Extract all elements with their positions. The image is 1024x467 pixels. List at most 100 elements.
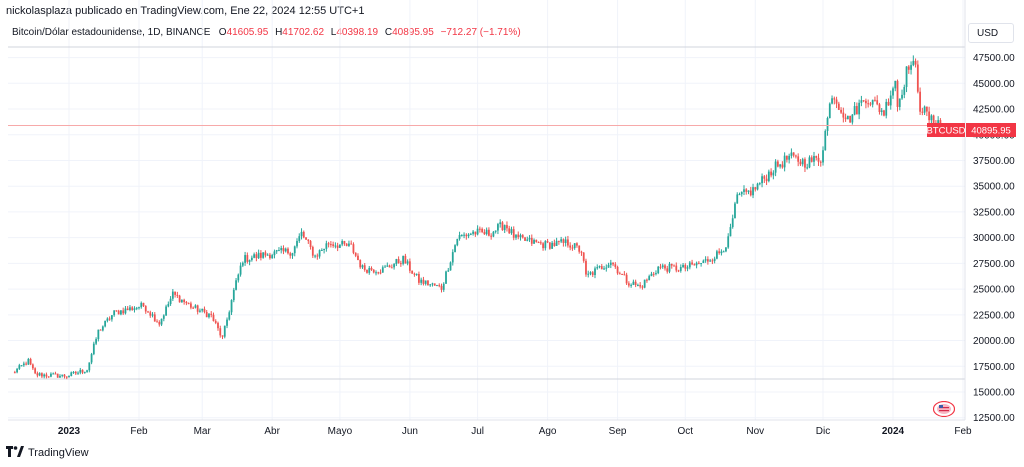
- candle-body: [147, 311, 149, 313]
- candle-body: [113, 310, 116, 316]
- time-axis-label: Mayo: [328, 426, 353, 437]
- open-value: 41605.95: [226, 27, 269, 38]
- candle-body: [650, 273, 653, 277]
- price-axis-label: 15000.00: [973, 387, 1015, 398]
- candle-body: [138, 307, 140, 309]
- candle-body: [494, 230, 497, 232]
- candle-body: [27, 358, 30, 365]
- candle-body: [345, 243, 348, 246]
- candle-body: [889, 95, 892, 106]
- currency-button[interactable]: USD: [968, 23, 1014, 43]
- candle-body: [905, 66, 908, 87]
- candle-body: [600, 266, 603, 270]
- candle-body: [614, 264, 617, 267]
- candle-body: [359, 260, 362, 268]
- candle-body: [250, 257, 253, 261]
- candle-body: [278, 250, 280, 252]
- candle-body: [244, 255, 246, 263]
- candle-body: [158, 321, 161, 325]
- candle-body: [180, 299, 183, 303]
- candle-body: [469, 233, 472, 235]
- candle-body: [43, 374, 46, 377]
- candle-body: [876, 100, 879, 105]
- candle-body: [52, 373, 55, 375]
- candle-body: [248, 260, 251, 262]
- candle-body: [815, 155, 818, 158]
- candle-body: [307, 239, 310, 242]
- candle-body: [56, 373, 59, 378]
- candle-body: [115, 310, 118, 312]
- candle-body: [413, 273, 416, 275]
- candle-body: [77, 372, 79, 374]
- candle-body: [758, 183, 761, 185]
- candle-body: [562, 239, 565, 243]
- candle-body: [336, 245, 339, 248]
- close-label: C: [384, 27, 393, 38]
- time-axis-label: 2024: [882, 426, 905, 437]
- candle-body: [738, 194, 741, 196]
- candle-body: [831, 98, 833, 104]
- candle-body: [201, 308, 204, 311]
- candle-body: [63, 374, 66, 377]
- candle-body: [122, 310, 125, 314]
- candle-body: [25, 363, 28, 365]
- candle-body: [476, 228, 479, 235]
- candle-body: [129, 307, 131, 311]
- candle-body: [657, 266, 660, 274]
- candle-body: [691, 262, 693, 265]
- candle-body: [501, 222, 504, 231]
- candle-body: [776, 161, 779, 167]
- candle-body: [569, 245, 572, 248]
- candle-body: [454, 245, 456, 253]
- candle-body: [923, 106, 926, 113]
- candle-body: [639, 284, 642, 287]
- candle-body: [594, 268, 596, 276]
- candle-body: [372, 269, 375, 273]
- candle-body: [767, 171, 770, 182]
- candle-body: [366, 269, 368, 273]
- candle-body: [643, 279, 646, 288]
- candle-body: [406, 261, 409, 264]
- candle-body: [700, 262, 703, 264]
- candle-body: [316, 255, 319, 257]
- candle-body: [878, 104, 881, 112]
- candle-body: [226, 319, 228, 326]
- candle-body: [131, 307, 134, 310]
- candle-body: [774, 161, 777, 173]
- candle-body: [860, 100, 863, 103]
- candle-body: [661, 265, 664, 268]
- price-axis-label: 32500.00: [973, 207, 1015, 218]
- candle-body: [652, 273, 655, 275]
- candle-body: [478, 228, 481, 230]
- footer-brand[interactable]: TradingView: [6, 446, 89, 460]
- candle-body: [54, 373, 57, 375]
- candle-body: [571, 247, 574, 249]
- candle-body: [799, 161, 802, 165]
- candle-body: [508, 228, 511, 234]
- candle-body: [18, 365, 21, 369]
- candle-body: [81, 369, 84, 373]
- candle-body: [483, 232, 486, 235]
- candle-body: [840, 109, 842, 113]
- candle-body: [722, 251, 725, 253]
- time-axis-label: Jul: [471, 426, 484, 437]
- candle-body: [567, 239, 569, 246]
- candle-body: [903, 86, 906, 95]
- open-label: O: [218, 27, 227, 38]
- candle-body: [235, 280, 237, 290]
- candle-body: [616, 266, 619, 274]
- candle-body: [826, 118, 829, 131]
- candle-body: [156, 321, 158, 323]
- candle-body: [630, 284, 633, 286]
- candle-body: [914, 60, 917, 65]
- candle-body: [368, 267, 371, 273]
- time-axis-label: 2023: [58, 426, 81, 437]
- candle-body: [325, 243, 328, 249]
- candle-body: [603, 268, 605, 270]
- price-axis: 12500.00 15000.00 17500.00 20000.00 22500.00…: [973, 53, 1015, 424]
- candle-body: [192, 307, 195, 309]
- candle-body: [883, 110, 885, 116]
- candle-body: [844, 117, 847, 120]
- candle-body: [262, 252, 265, 258]
